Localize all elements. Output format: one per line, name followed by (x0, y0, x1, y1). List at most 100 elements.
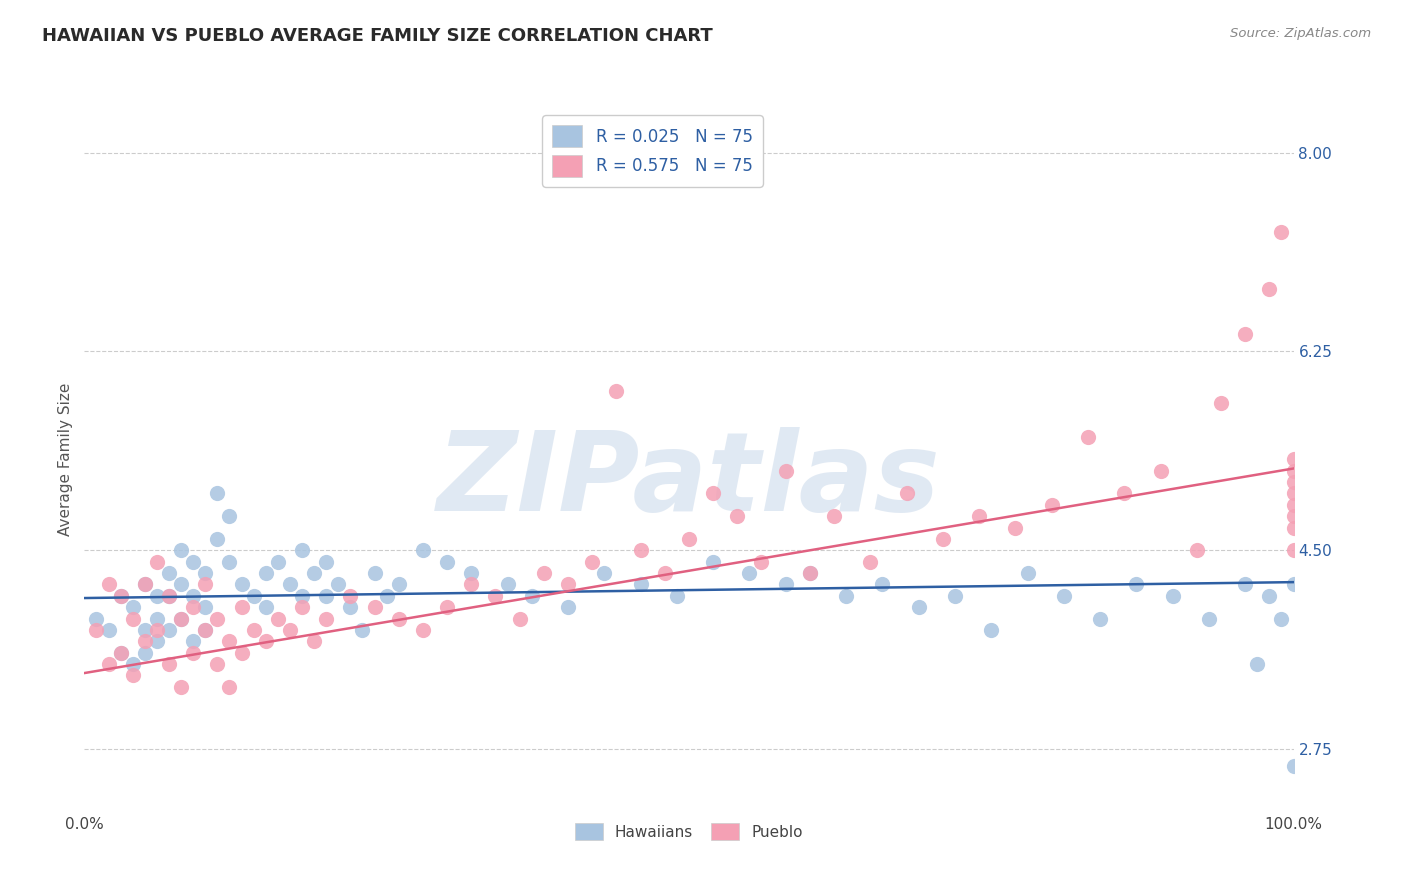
Point (654, 566, 676, 580)
Point (520, 589, 543, 603)
Point (896, 486, 918, 500)
Point (146, 611, 169, 625)
Point (278, 623, 301, 637)
Point (1270, 611, 1292, 625)
Point (254, 600, 277, 615)
Point (242, 589, 264, 603)
Point (254, 566, 277, 580)
Point (110, 589, 132, 603)
Point (1185, 543, 1208, 558)
Point (1282, 577, 1305, 591)
Point (1258, 589, 1281, 603)
Point (1282, 464, 1305, 478)
Point (157, 657, 180, 671)
Point (557, 577, 579, 591)
Point (1282, 475, 1305, 489)
Point (110, 646, 132, 660)
Point (110, 646, 132, 660)
Point (967, 509, 990, 524)
Point (907, 600, 929, 615)
Point (97, 577, 120, 591)
Point (291, 600, 314, 615)
Point (738, 566, 761, 580)
Point (581, 555, 603, 569)
Point (980, 623, 1002, 637)
Point (1149, 464, 1171, 478)
Point (302, 634, 325, 648)
Point (1114, 486, 1136, 500)
Point (134, 623, 156, 637)
Point (157, 589, 180, 603)
Point (533, 566, 555, 580)
Point (181, 646, 204, 660)
Point (775, 577, 797, 591)
Point (1161, 589, 1184, 603)
Point (328, 577, 350, 591)
Point (1282, 452, 1305, 467)
Point (630, 577, 652, 591)
Point (146, 623, 169, 637)
Point (460, 577, 482, 591)
Point (943, 589, 966, 603)
Point (278, 577, 301, 591)
Point (1040, 498, 1063, 512)
Point (97, 657, 120, 671)
Point (194, 577, 217, 591)
Point (388, 611, 411, 625)
Point (725, 509, 748, 524)
Point (181, 600, 204, 615)
Point (630, 543, 652, 558)
Point (1209, 395, 1232, 409)
Point (436, 555, 458, 569)
Point (194, 566, 217, 580)
Point (1282, 520, 1305, 534)
Point (121, 657, 143, 671)
Point (1282, 486, 1305, 500)
Point (231, 600, 253, 615)
Point (823, 509, 845, 524)
Point (157, 589, 180, 603)
Text: Source: ZipAtlas.com: Source: ZipAtlas.com (1230, 27, 1371, 40)
Point (835, 589, 858, 603)
Point (194, 600, 217, 615)
Point (121, 611, 143, 625)
Point (86, 623, 108, 637)
Point (86, 611, 108, 625)
Point (702, 486, 724, 500)
Point (363, 600, 385, 615)
Point (375, 589, 398, 603)
Point (1017, 566, 1039, 580)
Point (1282, 759, 1305, 773)
Point (605, 384, 627, 399)
Point (194, 623, 217, 637)
Point (207, 611, 229, 625)
Point (302, 566, 325, 580)
Point (1246, 657, 1268, 671)
Point (363, 566, 385, 580)
Point (799, 566, 821, 580)
Point (859, 555, 882, 569)
Y-axis label: Average Family Size: Average Family Size (58, 383, 73, 536)
Point (593, 566, 616, 580)
Point (146, 634, 169, 648)
Point (170, 680, 193, 694)
Point (932, 532, 955, 546)
Point (181, 589, 204, 603)
Point (170, 611, 193, 625)
Text: ZIPatlas: ZIPatlas (437, 427, 941, 534)
Point (665, 589, 688, 603)
Point (181, 634, 204, 648)
Point (1234, 327, 1257, 342)
Point (170, 577, 193, 591)
Point (207, 657, 229, 671)
Point (157, 623, 180, 637)
Point (1282, 509, 1305, 524)
Point (315, 611, 337, 625)
Point (207, 486, 229, 500)
Point (170, 611, 193, 625)
Point (678, 532, 700, 546)
Point (1088, 611, 1111, 625)
Point (134, 577, 156, 591)
Point (1053, 589, 1076, 603)
Point (218, 555, 240, 569)
